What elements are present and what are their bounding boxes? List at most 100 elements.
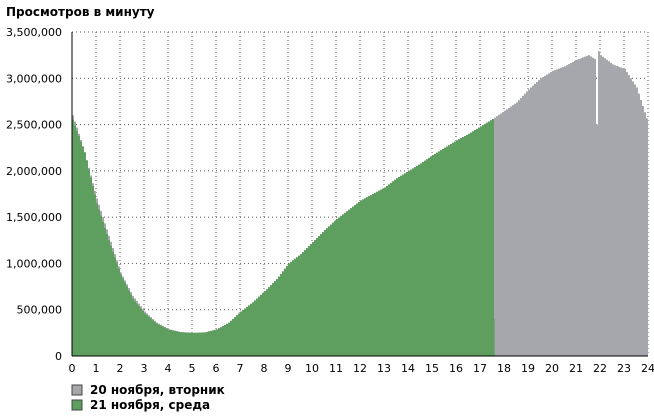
- area-bar: [288, 263, 290, 356]
- area-bar: [78, 136, 80, 356]
- area-bar: [116, 263, 118, 356]
- area-bar: [342, 214, 344, 356]
- area-bar: [564, 66, 566, 356]
- area-bar: [132, 298, 134, 356]
- area-bar: [384, 187, 386, 356]
- area-bar: [462, 137, 464, 356]
- area-bar: [474, 130, 476, 356]
- area-bar: [386, 185, 388, 356]
- area-bar: [588, 55, 590, 357]
- area-bar: [418, 164, 420, 356]
- area-bar: [430, 156, 432, 356]
- area-bar: [584, 56, 586, 356]
- area-bar: [610, 62, 612, 356]
- y-tick-label: 3,000,000: [6, 72, 62, 85]
- area-bar: [432, 155, 434, 356]
- area-bar: [416, 165, 418, 356]
- area-bar: [512, 105, 514, 356]
- area-bar: [206, 331, 208, 356]
- area-bar: [130, 294, 132, 356]
- area-bar: [596, 124, 598, 356]
- area-bar: [188, 332, 190, 356]
- area-bar: [408, 170, 410, 356]
- area-bar: [184, 332, 186, 356]
- area-bar: [598, 51, 600, 357]
- area-bar: [520, 98, 522, 356]
- y-tick-label: 0: [55, 350, 62, 363]
- y-tick-label: 2,000,000: [6, 165, 62, 178]
- x-tick-label: 19: [521, 362, 535, 375]
- x-tick-label: 16: [449, 362, 463, 375]
- area-bar: [328, 226, 330, 356]
- area-bar: [582, 57, 584, 356]
- area-bar: [402, 174, 404, 356]
- area-bar: [306, 248, 308, 356]
- area-bar: [346, 211, 348, 356]
- area-bar: [278, 276, 280, 356]
- area-bar: [580, 58, 582, 356]
- area-bar: [248, 305, 250, 356]
- area-bar: [558, 68, 560, 357]
- area-bar: [126, 286, 128, 356]
- area-bar: [532, 85, 534, 356]
- area-bar: [80, 141, 82, 356]
- area-bar: [544, 75, 546, 357]
- area-bar: [176, 331, 178, 356]
- area-bar: [318, 236, 320, 356]
- area-bar: [84, 152, 86, 356]
- area-bar: [478, 127, 480, 357]
- area-bar: [412, 168, 414, 356]
- area-bar: [540, 78, 542, 357]
- chart-title: Просмотров в минуту: [6, 5, 155, 19]
- area-bar: [122, 278, 124, 356]
- area-bar: [172, 330, 174, 356]
- x-tick-label: 23: [617, 362, 631, 375]
- area-bar: [214, 330, 216, 356]
- area-bar: [616, 65, 618, 356]
- area-bar: [160, 325, 162, 356]
- area-bar: [218, 328, 220, 356]
- area-bar: [358, 202, 360, 356]
- area-bar: [210, 331, 212, 356]
- area-bar: [556, 69, 558, 356]
- area-bar: [164, 327, 166, 356]
- area-bar: [586, 55, 588, 357]
- area-bar: [256, 298, 258, 356]
- area-bar: [498, 114, 500, 356]
- area-bar: [534, 83, 536, 356]
- area-bar: [560, 67, 562, 357]
- area-bar: [508, 107, 510, 356]
- area-bar: [266, 289, 268, 356]
- area-bar: [118, 268, 120, 356]
- area-bar: [406, 172, 408, 356]
- area-bar: [258, 296, 260, 356]
- area-bar: [362, 199, 364, 356]
- area-bar: [646, 118, 648, 357]
- area-bar: [272, 283, 274, 356]
- area-bar: [530, 87, 532, 357]
- area-bar: [590, 56, 592, 357]
- area-bar: [614, 65, 616, 357]
- area-bar: [178, 331, 180, 356]
- area-bar: [280, 273, 282, 356]
- area-bar: [108, 240, 110, 356]
- y-tick-label: 1,500,000: [6, 211, 62, 224]
- area-bar: [476, 128, 478, 356]
- x-tick-label: 0: [69, 362, 76, 375]
- area-bar: [134, 301, 136, 356]
- area-bar: [486, 122, 488, 356]
- area-bar: [354, 205, 356, 356]
- area-bar: [296, 257, 298, 356]
- area-bar: [314, 240, 316, 356]
- axis-layer: [71, 32, 648, 357]
- area-bar: [124, 282, 126, 356]
- area-bar: [414, 167, 416, 356]
- area-bar: [460, 138, 462, 356]
- area-bar: [236, 315, 238, 356]
- area-bar: [250, 303, 252, 356]
- area-bar: [136, 303, 138, 356]
- area-bar: [524, 93, 526, 356]
- area-bar: [606, 59, 608, 357]
- area-bar: [390, 182, 392, 356]
- area-bar: [376, 191, 378, 356]
